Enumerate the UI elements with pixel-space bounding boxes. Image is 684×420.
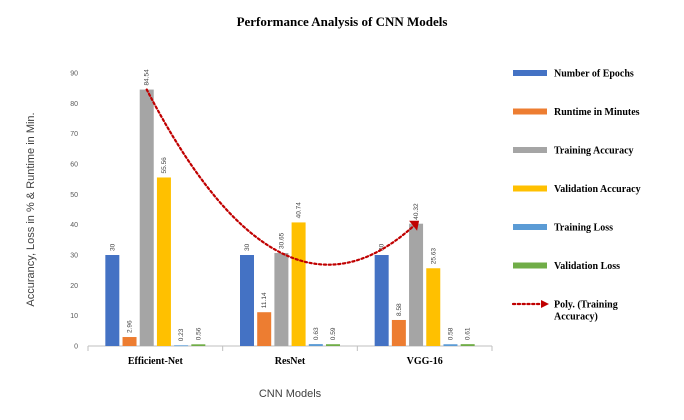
data-label: 30.65	[278, 232, 285, 249]
legend-label: Validation Accuracy	[554, 184, 641, 195]
legend-label: Number of Epochs	[554, 69, 634, 80]
bar	[257, 312, 272, 346]
bar	[391, 319, 406, 346]
y-tick-label: 40	[70, 222, 78, 229]
bar	[291, 222, 306, 346]
bar	[156, 177, 171, 346]
data-label: 8.58	[396, 303, 403, 316]
x-category-label: ResNet	[275, 356, 306, 367]
bar	[443, 344, 458, 346]
data-label: 40.74	[296, 202, 303, 219]
data-label: 0.58	[447, 327, 454, 340]
trendline-arrowhead	[409, 220, 420, 231]
x-category-label: VGG-16	[407, 356, 443, 367]
data-label: 0.61	[465, 327, 472, 340]
y-axis-label: Accurancy, Loss in % & Runtime in Min.	[25, 112, 37, 306]
bar	[105, 255, 120, 346]
y-tick-label: 30	[70, 253, 78, 260]
bar	[374, 255, 389, 346]
legend-trendline-label: Poly. (Training Accuracy)	[554, 300, 618, 323]
chart-title: Performance Analysis of CNN Models	[237, 14, 448, 29]
bar	[308, 344, 323, 346]
bar	[274, 253, 289, 346]
bar	[139, 89, 154, 346]
legend-label: Runtime in Minutes	[554, 107, 640, 118]
bar	[122, 337, 137, 346]
data-label: 2.96	[127, 320, 134, 333]
data-label: 0.23	[178, 328, 185, 341]
data-label: 30	[379, 243, 386, 251]
y-tick-label: 0	[74, 344, 78, 351]
data-label: 30	[244, 243, 251, 251]
legend-swatch	[513, 262, 547, 269]
bar	[460, 344, 475, 346]
legend-label: Training Accuracy	[554, 146, 634, 157]
x-category-label: Efficient-Net	[128, 356, 184, 367]
data-label: 25.63	[430, 248, 437, 265]
data-label: 55.56	[161, 157, 168, 174]
data-label: 0.63	[313, 327, 320, 340]
data-label: 0.56	[195, 327, 202, 340]
data-label: 0.59	[330, 327, 337, 340]
bar	[426, 268, 441, 346]
bar	[240, 255, 254, 346]
bar	[174, 345, 189, 347]
y-tick-label: 70	[70, 131, 78, 138]
legend-swatch	[513, 108, 547, 115]
data-label: 40.32	[413, 203, 420, 220]
x-axis-label: CNN Models	[259, 388, 322, 400]
bar	[191, 344, 206, 346]
y-tick-label: 80	[70, 101, 78, 108]
y-tick-label: 20	[70, 283, 78, 290]
bar	[326, 344, 340, 346]
legend-swatch	[513, 224, 547, 230]
bar	[409, 223, 424, 346]
trendline	[145, 88, 418, 266]
legend-label: Validation Loss	[554, 261, 620, 272]
data-label: 84.54	[144, 69, 151, 86]
y-tick-label: 50	[70, 192, 78, 199]
y-tick-label: 60	[70, 162, 78, 169]
data-label: 11.14	[261, 292, 268, 308]
legend-swatch	[513, 70, 547, 76]
legend-swatch	[513, 147, 547, 153]
y-tick-label: 10	[70, 313, 78, 320]
y-tick-label: 90	[70, 71, 78, 78]
legend-label: Training Loss	[554, 223, 613, 234]
legend-trendline-arrow	[541, 300, 549, 308]
legend-swatch	[513, 185, 547, 192]
data-label: 30	[109, 243, 116, 251]
